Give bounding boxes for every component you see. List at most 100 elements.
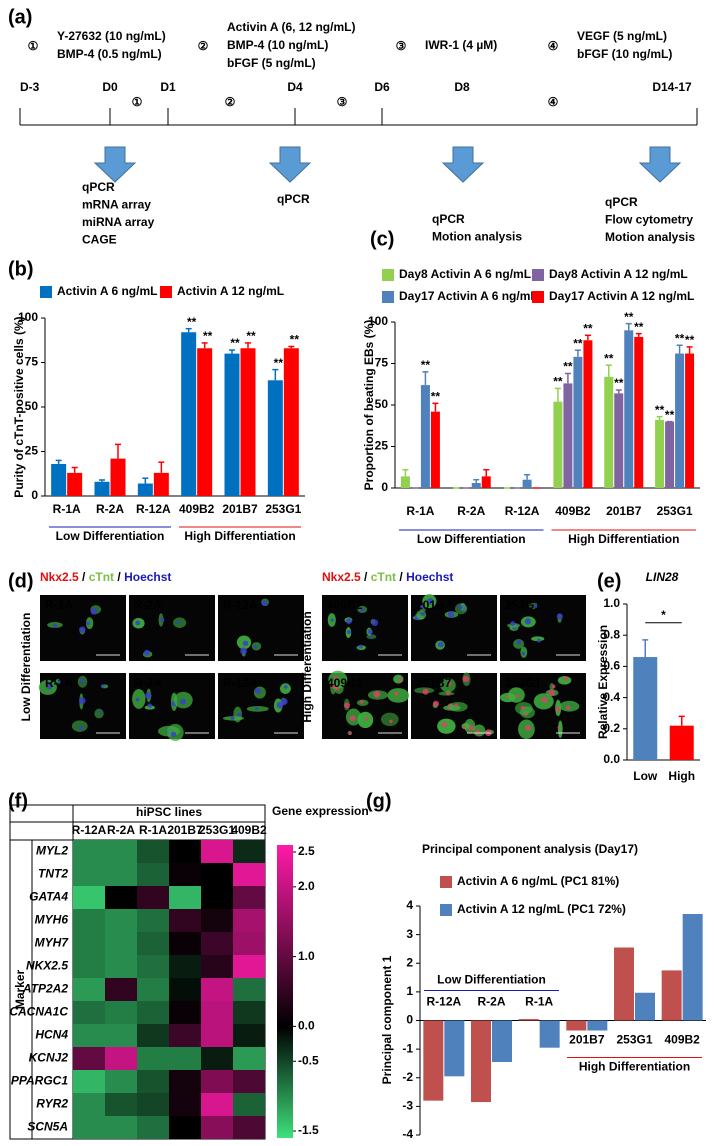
x-tick-label: 201B7: [222, 502, 258, 516]
heat-cell: [233, 1024, 265, 1047]
bar: [51, 463, 67, 496]
bar: [137, 483, 153, 496]
micrograph-label: R-1A: [45, 598, 73, 612]
nucleus: [369, 635, 373, 639]
bar: [583, 340, 593, 488]
bar: [669, 725, 694, 760]
y-axis-label: Principal component 1: [380, 955, 394, 1084]
heat-cell: [169, 1093, 201, 1116]
heat-cell: [137, 909, 169, 932]
step-reagent: Activin A (6, 12 ng/mL): [227, 20, 355, 34]
stain-part: Hoechst: [124, 570, 171, 584]
y-axis-label: Purity of cTnT-positive cells (%): [12, 316, 26, 497]
nucleus: [441, 721, 448, 728]
step-reagent: IWR-1 (4 µM): [425, 38, 497, 52]
heat-cell: [233, 1093, 265, 1116]
bar: [430, 411, 440, 488]
stain-part: /: [114, 570, 124, 584]
x-tick-label: 253G1: [265, 502, 301, 516]
panel-label: (d): [8, 570, 34, 592]
nucleus: [462, 675, 470, 683]
nucleus: [534, 604, 539, 609]
micrograph-label: 409B2: [327, 676, 363, 690]
heat-cell: [233, 909, 265, 932]
nucleus: [349, 715, 356, 722]
micrograph-label: R-12A: [223, 676, 258, 690]
heat-cell: [201, 1001, 233, 1024]
bar: [240, 348, 256, 496]
significance: **: [290, 333, 300, 347]
heat-cell: [105, 863, 137, 886]
cell: [393, 674, 404, 684]
x-tick-label: R-1A: [406, 504, 434, 518]
nucleus: [521, 651, 526, 656]
nucleus: [556, 613, 563, 620]
significance: **: [563, 360, 573, 374]
phase-marker: ①: [132, 95, 143, 109]
significance: **: [187, 315, 197, 329]
heat-cell: [201, 909, 233, 932]
bar: [197, 348, 213, 496]
heat-cell: [169, 1070, 201, 1093]
y-tick-label: -2: [402, 1070, 413, 1084]
nucleus: [427, 598, 434, 605]
bar: [604, 376, 614, 488]
panel-label: (e): [597, 570, 621, 592]
nucleus: [516, 639, 522, 645]
nucleus: [253, 645, 258, 650]
legend-label: Activin A 12 ng/mL (PC1 72%): [457, 902, 626, 916]
micrograph: [218, 673, 304, 739]
bar: [283, 348, 299, 496]
stain-part: cTnt: [89, 570, 114, 584]
assay-label: qPCR: [605, 195, 638, 209]
heat-cell: [105, 1047, 137, 1070]
heat-cell: [233, 955, 265, 978]
nucleus: [79, 678, 85, 683]
nucleus: [144, 692, 152, 699]
nucleus: [359, 699, 364, 704]
y-tick-label: 0.8: [603, 627, 620, 641]
group-label: High Differentiation: [184, 529, 295, 543]
x-tick-label: 409B2: [555, 504, 591, 518]
bar: [665, 421, 675, 488]
bar: [573, 356, 583, 488]
step-reagent: Y-27632 (10 ng/mL): [57, 29, 166, 43]
phase-marker: ④: [548, 95, 559, 109]
stain-part: /: [361, 570, 371, 584]
nucleus: [398, 678, 403, 683]
nucleus: [525, 724, 532, 731]
x-tick-label: R-1A: [53, 502, 81, 516]
y-tick-label: 0: [406, 1013, 413, 1027]
group-label: Low Differentiation: [56, 529, 165, 543]
nucleus: [236, 712, 242, 718]
colorbar-tick-label: -0.5: [298, 1053, 319, 1067]
legend-swatch: [382, 291, 394, 303]
significance: **: [675, 331, 685, 345]
assay-label: Motion analysis: [605, 230, 695, 244]
heat-cell: [73, 1047, 105, 1070]
step-reagent: bFGF (10 ng/mL): [577, 47, 672, 61]
heat-cell: [137, 1116, 169, 1139]
nucleus: [548, 689, 556, 697]
nucleus: [255, 706, 259, 711]
heat-cell: [137, 955, 169, 978]
bar: [682, 914, 703, 1021]
micrograph-label: R-2A: [134, 598, 162, 612]
heat-cell: [169, 1024, 201, 1047]
nucleus: [330, 618, 334, 622]
heat-cell: [73, 1093, 105, 1116]
bar: [633, 657, 658, 760]
nucleus: [240, 647, 247, 655]
nucleus: [180, 698, 186, 705]
micrograph: [322, 595, 408, 661]
panel-label: (b): [8, 258, 34, 280]
significance: **: [230, 336, 240, 350]
significance: **: [614, 376, 624, 390]
nucleus: [283, 685, 288, 689]
nucleus: [447, 611, 455, 618]
x-tick-label: R-12A: [136, 502, 171, 516]
heat-cell: [105, 1070, 137, 1093]
y-axis-label: Marker: [13, 969, 27, 1009]
cell: [380, 712, 399, 727]
